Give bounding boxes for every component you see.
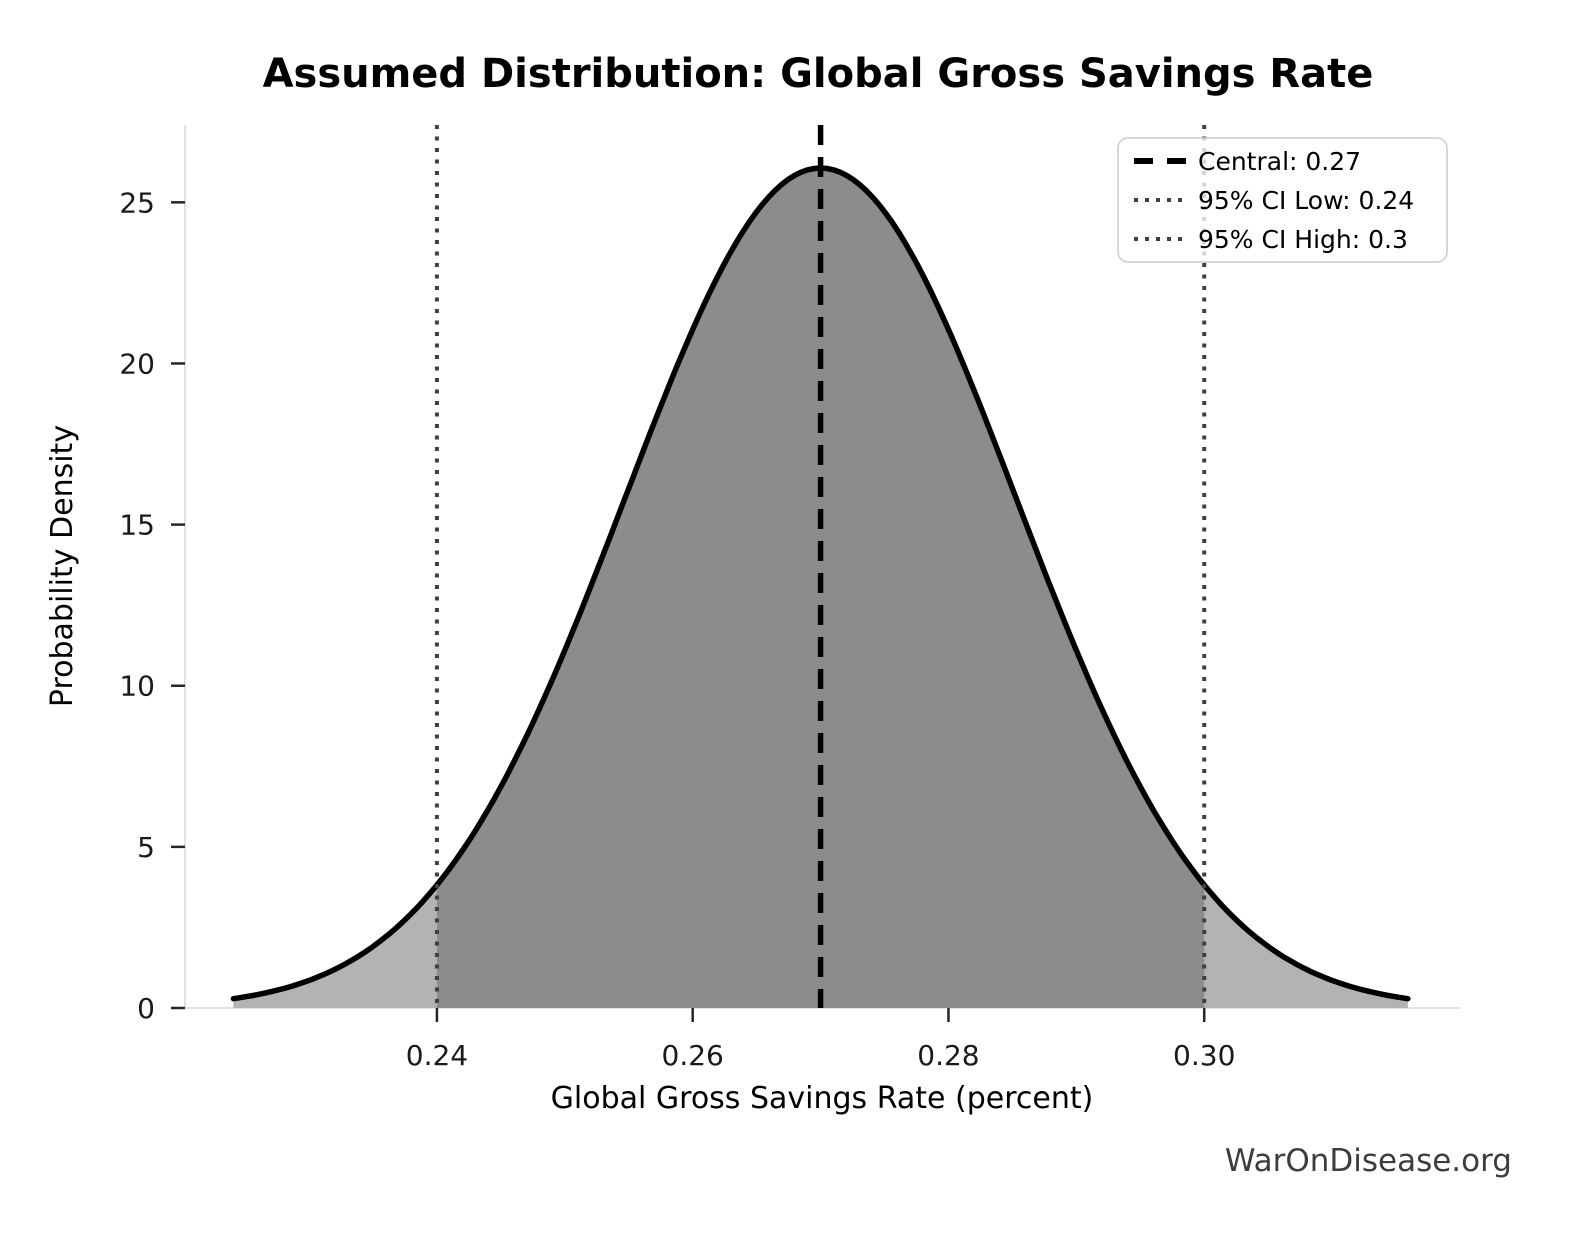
y-tick-label: 20 [119,347,155,380]
chart-title: Assumed Distribution: Global Gross Savin… [263,51,1374,97]
y-tick-label: 25 [119,186,155,219]
x-tick-label: 0.30 [1173,1039,1235,1072]
x-axis-ticks: 0.24 0.26 0.28 0.30 [406,1008,1235,1072]
legend-label-ci-high: 95% CI High: 0.3 [1198,225,1408,254]
legend: Central: 0.27 95% CI Low: 0.24 95% CI Hi… [1117,137,1448,263]
legend-label-central: Central: 0.27 [1198,147,1361,176]
legend-box [1117,137,1448,263]
x-tick-label: 0.26 [662,1039,724,1072]
watermark: WarOnDisease.org [1225,1143,1512,1179]
y-tick-label: 10 [119,670,155,703]
y-tick-label: 15 [119,509,155,542]
y-tick-label: 0 [137,992,155,1025]
y-tick-label: 5 [137,831,155,864]
y-axis-label: Probability Density [45,425,80,707]
x-axis-label: Global Gross Savings Rate (percent) [551,1081,1094,1116]
x-tick-label: 0.28 [917,1039,979,1072]
y-axis-ticks: 0 5 10 15 20 25 [119,186,185,1025]
x-tick-label: 0.24 [406,1039,468,1072]
legend-label-ci-low: 95% CI Low: 0.24 [1198,186,1414,215]
